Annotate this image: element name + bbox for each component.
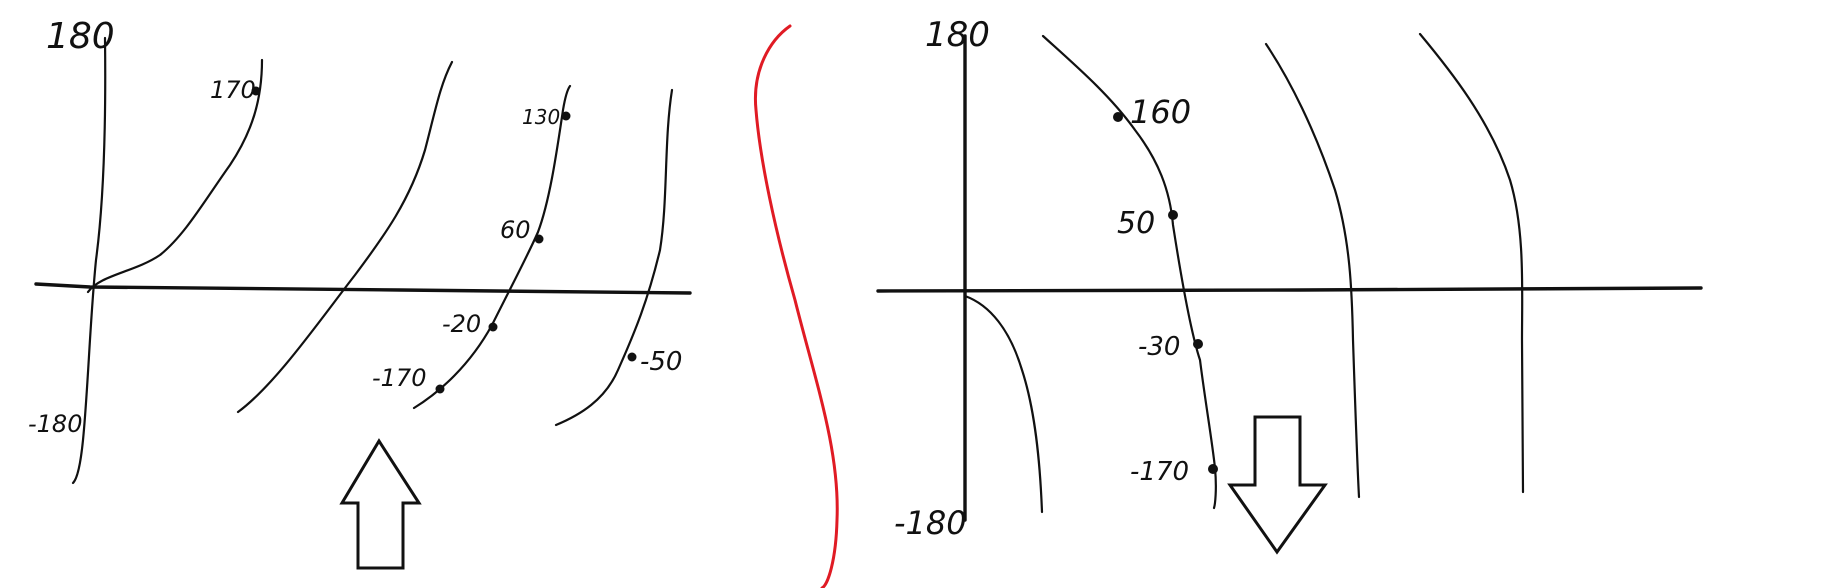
right-label-160: 160 (1130, 93, 1191, 131)
left-vertical-axis (71, 36, 107, 485)
left-label-170: 170 (210, 76, 256, 104)
left-point-170 (251, 86, 261, 96)
left-axis-bottom-label: -180 (28, 410, 82, 438)
right-point-minus170 (1208, 464, 1218, 474)
left-axis-top-label: 180 (46, 16, 115, 57)
left-curve-1 (86, 58, 264, 294)
right-point-50 (1168, 210, 1178, 220)
left-label-minus50: -50 (640, 347, 682, 377)
left-label-60: 60 (500, 216, 531, 244)
right-curve-4 (1418, 32, 1525, 494)
down-arrow-icon (1227, 415, 1328, 555)
left-label-minus20: -20 (442, 310, 481, 338)
left-label-130: 130 (522, 105, 560, 129)
right-label-minus30: -30 (1138, 332, 1180, 362)
left-point-minus50 (627, 352, 637, 362)
left-curve-2 (236, 60, 454, 414)
right-label-50: 50 (1117, 206, 1155, 241)
left-point-minus170 (435, 384, 445, 394)
right-panel: 180 -180 160 50 -30 -170 (876, 15, 1703, 555)
left-point-minus20 (488, 322, 498, 332)
right-curve-3 (1264, 42, 1361, 499)
right-horizontal-axis (876, 286, 1703, 293)
left-curve-4 (554, 88, 674, 427)
left-point-130 (561, 111, 571, 121)
right-axis-top-label: 180 (925, 15, 990, 55)
left-curve-3 (412, 84, 572, 410)
red-divider-curve (753, 24, 839, 588)
left-point-60 (534, 234, 544, 244)
right-point-160 (1113, 112, 1123, 122)
up-arrow-icon (339, 438, 422, 570)
right-label-minus170: -170 (1130, 457, 1189, 487)
right-curve-origin (963, 294, 1044, 514)
left-horizontal-axis (34, 282, 692, 295)
right-axis-bottom-label: -180 (894, 504, 967, 542)
left-panel: 180 -180 170 130 60 -20 -170 -50 (28, 16, 692, 570)
right-point-minus30 (1193, 339, 1203, 349)
left-label-minus170: -170 (372, 364, 426, 392)
